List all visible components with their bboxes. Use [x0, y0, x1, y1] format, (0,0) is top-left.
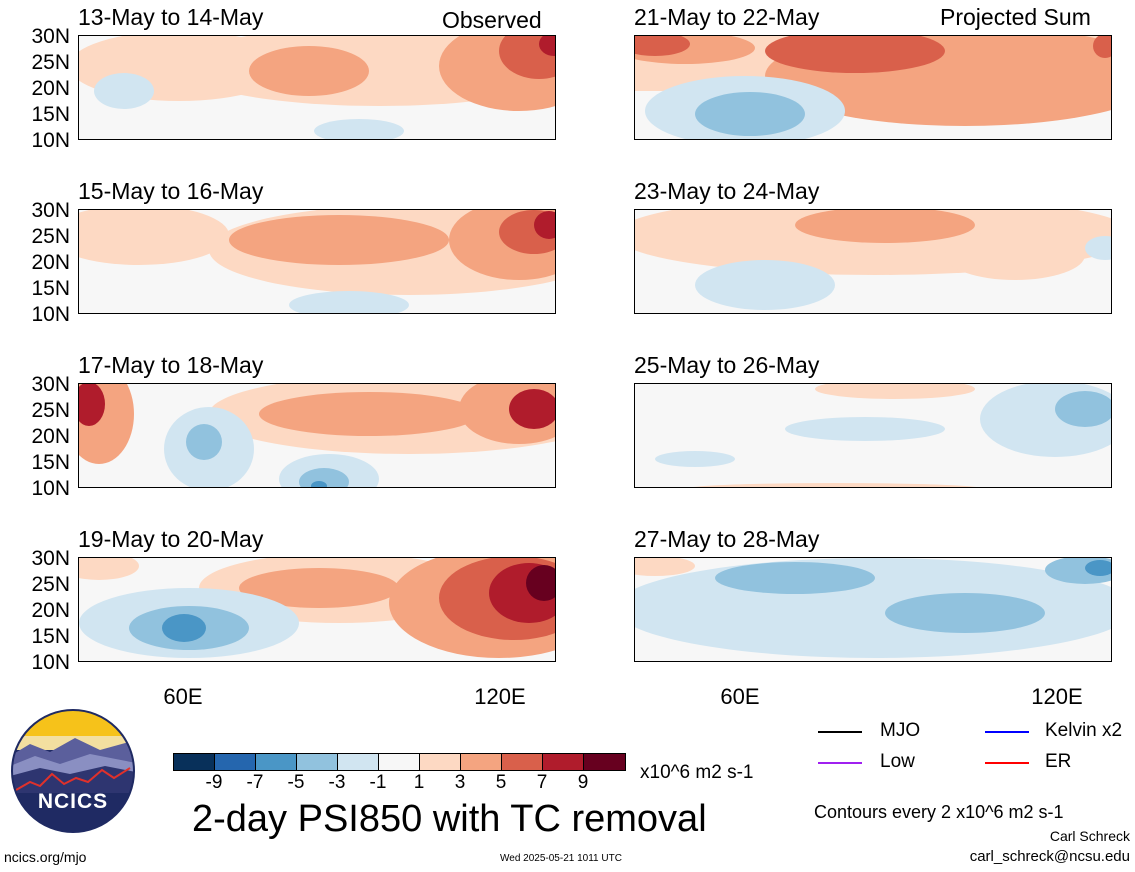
map-panel-6: [634, 209, 1112, 314]
timestamp: Wed 2025-05-21 1011 UTC: [500, 853, 622, 864]
lat-label: 25N: [31, 225, 70, 248]
lat-label: 20N: [31, 425, 70, 448]
low-line-icon: [818, 762, 862, 764]
ncics-logo: NCICS: [10, 708, 136, 834]
colorbar-tick: 9: [577, 772, 589, 793]
er-line-icon: [985, 762, 1029, 764]
colorbar-swatch: [173, 753, 215, 771]
colorbar-swatch: [419, 753, 461, 771]
lat-label: 15N: [31, 451, 70, 474]
lat-label: 15N: [31, 625, 70, 648]
colorbar-swatch: [296, 753, 338, 771]
lat-label: 20N: [31, 599, 70, 622]
lon-label-left-120e: 120E: [474, 684, 526, 709]
map-panel-2: [78, 209, 556, 314]
map-panel-8: [634, 557, 1112, 662]
colorbar-tick: -9: [205, 772, 223, 793]
author-email[interactable]: carl_schreck@ncsu.edu: [969, 848, 1130, 865]
panel-title-4: 19-May to 20-May: [78, 526, 264, 552]
lon-label-right-120e: 120E: [1031, 684, 1083, 709]
lat-label: 25N: [31, 399, 70, 422]
panel-title-2: 15-May to 16-May: [78, 178, 264, 204]
legend-label-mjo: MJO: [880, 720, 921, 741]
colorbar-swatch: [214, 753, 256, 771]
colorbar-tick: 3: [454, 772, 466, 793]
colorbar-tick: -3: [328, 772, 346, 793]
colorbar-tick: 7: [536, 772, 548, 793]
panel-title-3: 17-May to 18-May: [78, 352, 264, 378]
lon-label-right-60e: 60E: [720, 684, 760, 709]
lat-label: 30N: [31, 373, 70, 396]
colorbar-tick: -5: [287, 772, 305, 793]
map-panel-4: [78, 557, 556, 662]
colorbar-swatch: [255, 753, 297, 771]
lat-label: 30N: [31, 199, 70, 222]
observed-label: Observed: [442, 7, 542, 33]
lat-label: 25N: [31, 51, 70, 74]
panel-title-1: 13-May to 14-May: [78, 4, 264, 30]
panel-title-8: 27-May to 28-May: [634, 526, 820, 552]
contour-note: Contours every 2 x10^6 m2 s-1: [814, 802, 1064, 822]
lat-label: 30N: [31, 547, 70, 570]
lat-label: 15N: [31, 103, 70, 126]
lat-label: 20N: [31, 251, 70, 274]
lat-label: 10N: [31, 303, 70, 326]
colorbar-swatch: [583, 753, 626, 771]
colorbar-swatch: [501, 753, 543, 771]
lon-label-left-60e: 60E: [163, 684, 203, 709]
map-panel-3: [78, 383, 556, 488]
colorbar-tick: -1: [369, 772, 387, 793]
colorbar-swatch: [542, 753, 584, 771]
colorbar-units: x10^6 m2 s-1: [640, 762, 754, 783]
lat-label: 25N: [31, 573, 70, 596]
colorbar-swatch: [378, 753, 420, 771]
lat-label: 10N: [31, 477, 70, 500]
map-panel-7: [634, 383, 1112, 488]
colorbar-tick: 1: [413, 772, 425, 793]
lat-label: 10N: [31, 651, 70, 674]
site-url[interactable]: ncics.org/mjo: [4, 849, 87, 865]
panel-title-6: 23-May to 24-May: [634, 178, 820, 204]
map-panel-5: [634, 35, 1112, 140]
panel-title-5: 21-May to 22-May: [634, 4, 820, 30]
colorbar-tick: -7: [246, 772, 264, 793]
panel-title-7: 25-May to 26-May: [634, 352, 820, 378]
legend-label-er: ER: [1045, 751, 1072, 772]
legend-label-kelvin: Kelvin x2: [1045, 720, 1123, 741]
lat-label: 30N: [31, 25, 70, 48]
main-title: 2-day PSI850 with TC removal: [192, 798, 707, 840]
lat-label: 20N: [31, 77, 70, 100]
projected-sum-label: Projected Sum: [940, 4, 1091, 30]
kelvin-line-icon: [985, 731, 1029, 733]
mjo-line-icon: [818, 731, 862, 733]
author-name: Carl Schreck: [1049, 828, 1130, 844]
logo-text: NCICS: [37, 790, 109, 813]
legend-label-low: Low: [880, 751, 915, 772]
colorbar-swatch: [337, 753, 379, 771]
lat-label: 10N: [31, 129, 70, 152]
colorbar-tick: 5: [495, 772, 507, 793]
lat-label: 15N: [31, 277, 70, 300]
map-panel-1: [78, 35, 556, 140]
colorbar-swatch: [460, 753, 502, 771]
